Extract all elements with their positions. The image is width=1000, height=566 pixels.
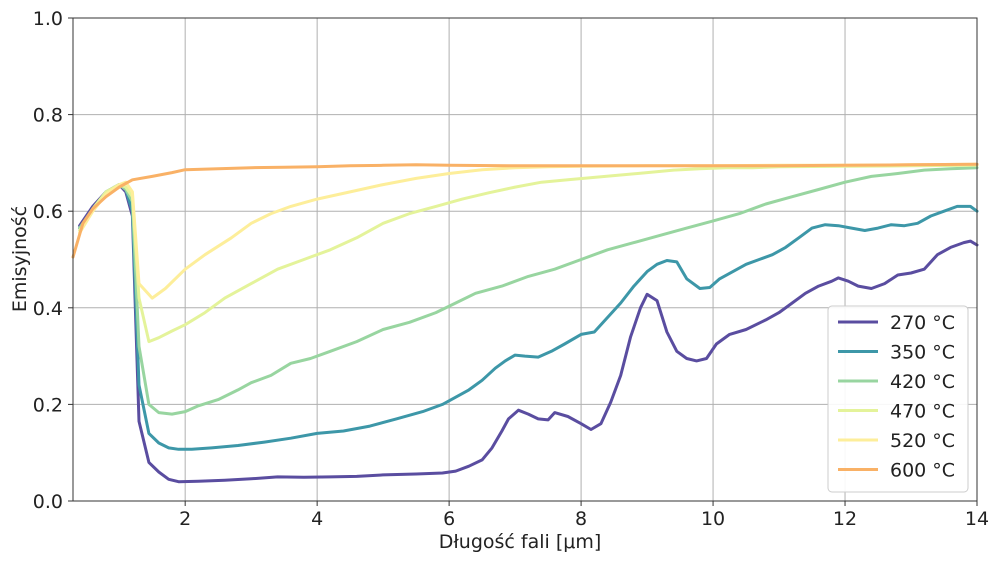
- grid: [73, 18, 978, 501]
- y-tick-label: 0.4: [33, 298, 63, 320]
- legend: 270 °C 350 °C 420 °C 470 °C 520 °C 600 °C: [827, 305, 969, 493]
- y-axis-label: Emisyjność: [9, 206, 31, 312]
- x-axis-label: Długość fali [μm]: [439, 531, 602, 553]
- legend-label: 350 °C: [890, 342, 955, 364]
- x-tick-label: 6: [443, 508, 455, 530]
- x-tick-label: 14: [965, 508, 989, 530]
- series-line: [78, 163, 979, 344]
- series-line: [71, 162, 979, 259]
- y-tick-label: 0.8: [33, 105, 63, 127]
- x-tick-label: 4: [311, 508, 323, 530]
- series-line: [78, 166, 979, 416]
- y-tick-label: 0.6: [33, 201, 63, 223]
- series-line: [78, 183, 979, 484]
- x-tick-label: 2: [179, 508, 191, 530]
- x-axis-ticks: 2 4 6 8 10 12 14: [179, 501, 989, 530]
- legend-label: 420 °C: [890, 371, 955, 393]
- legend-label: 520 °C: [890, 430, 955, 452]
- x-tick-label: 10: [701, 508, 725, 530]
- series-line: [78, 183, 979, 451]
- y-tick-label: 0.0: [33, 491, 63, 513]
- y-tick-label: 1.0: [33, 8, 63, 30]
- legend-label: 270 °C: [890, 312, 955, 334]
- x-tick-label: 8: [575, 508, 587, 530]
- y-axis-ticks: 0.0 0.2 0.4 0.6 0.8 1.0: [33, 8, 73, 513]
- legend-label: 600 °C: [890, 460, 955, 482]
- legend-label: 470 °C: [890, 401, 955, 423]
- y-tick-label: 0.2: [33, 394, 63, 416]
- series-lines: [71, 162, 979, 484]
- x-tick-label: 12: [833, 508, 857, 530]
- plot-frame: [72, 17, 978, 502]
